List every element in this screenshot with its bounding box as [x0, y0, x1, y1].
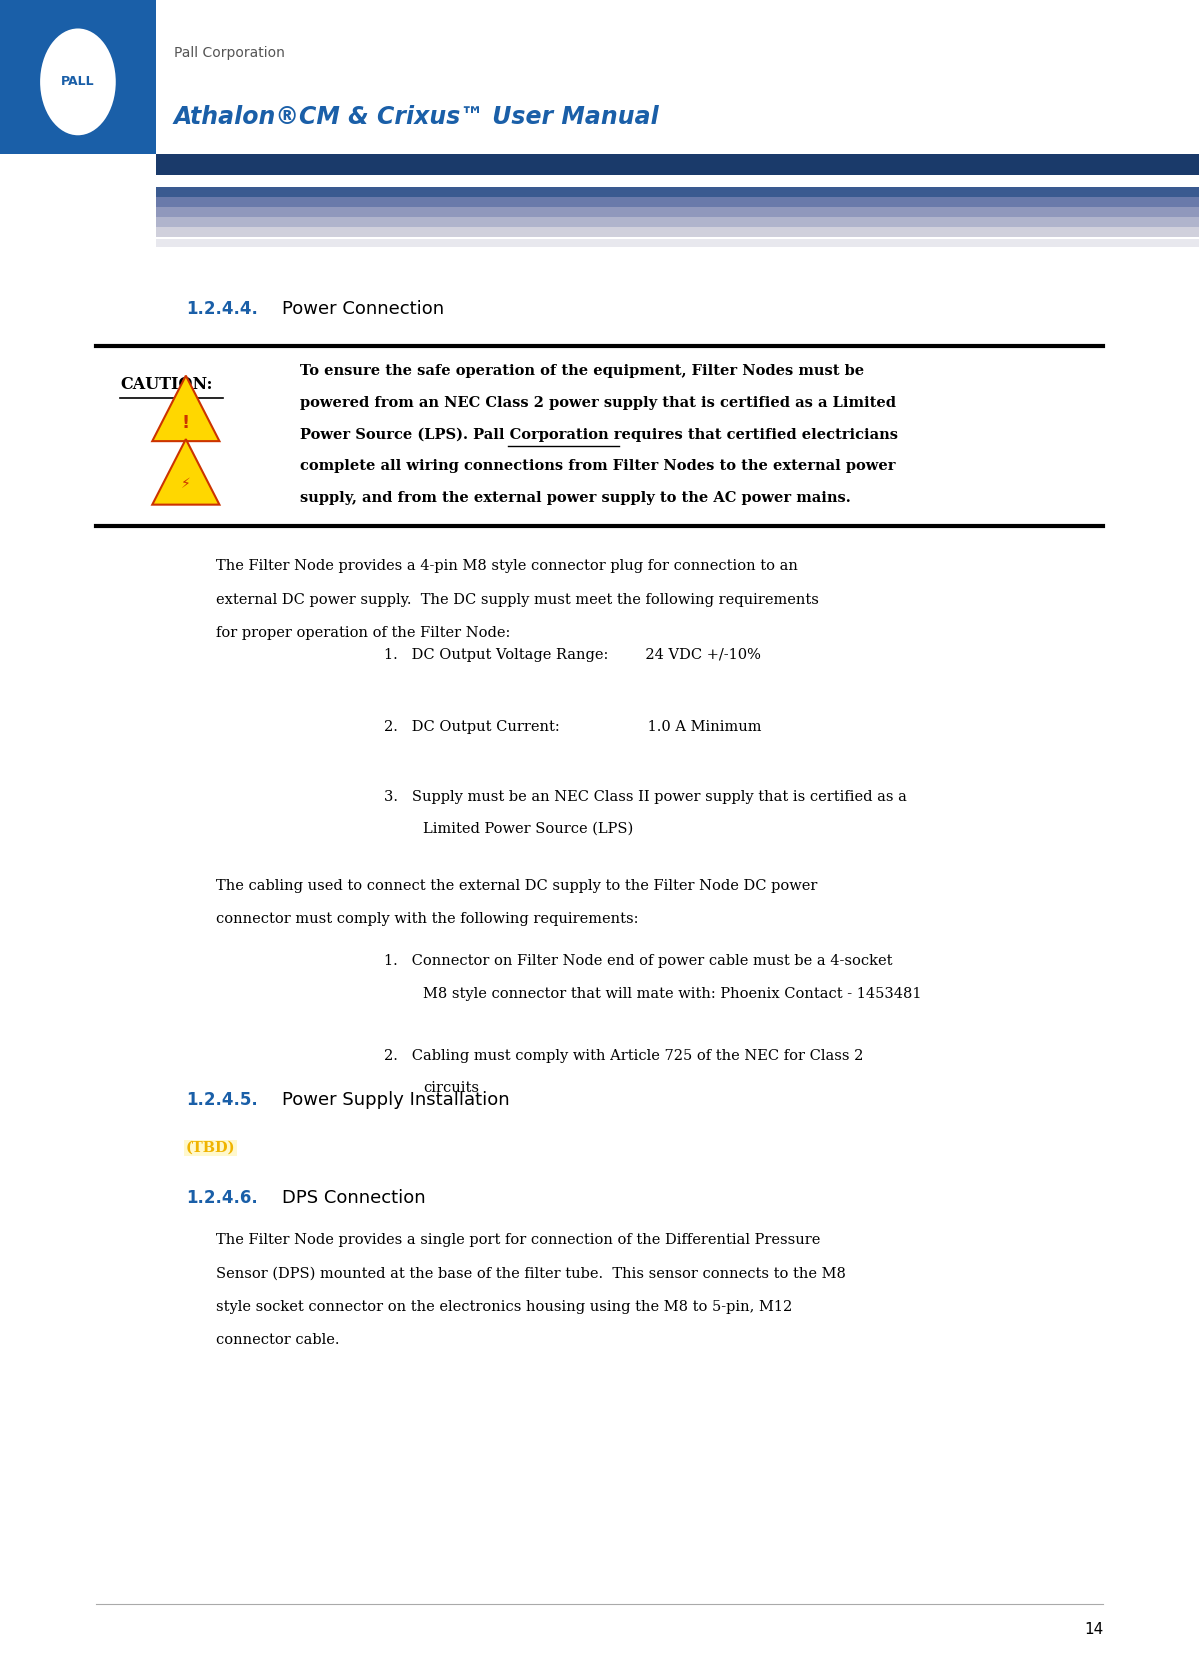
- Text: Athalon®CM & Crixus™ User Manual: Athalon®CM & Crixus™ User Manual: [174, 105, 659, 129]
- FancyBboxPatch shape: [156, 197, 1199, 207]
- Text: (TBD): (TBD): [186, 1141, 235, 1155]
- Text: connector must comply with the following requirements:: connector must comply with the following…: [216, 912, 638, 926]
- Text: style socket connector on the electronics housing using the M8 to 5-pin, M12: style socket connector on the electronic…: [216, 1300, 793, 1313]
- Text: connector cable.: connector cable.: [216, 1333, 339, 1347]
- Text: for proper operation of the Filter Node:: for proper operation of the Filter Node:: [216, 627, 511, 640]
- Text: Sensor (DPS) mounted at the base of the filter tube.  This sensor connects to th: Sensor (DPS) mounted at the base of the …: [216, 1267, 845, 1280]
- Text: circuits: circuits: [423, 1081, 480, 1095]
- Text: !: !: [182, 414, 189, 431]
- Text: ⚡: ⚡: [181, 478, 191, 491]
- Text: The cabling used to connect the external DC supply to the Filter Node DC power: The cabling used to connect the external…: [216, 879, 818, 892]
- Text: supply, and from the external power supply to the AC power mains.: supply, and from the external power supp…: [300, 491, 850, 505]
- FancyBboxPatch shape: [156, 227, 1199, 237]
- FancyBboxPatch shape: [0, 0, 156, 154]
- Text: 1.   DC Output Voltage Range:        24 VDC +/-10%: 1. DC Output Voltage Range: 24 VDC +/-10…: [384, 648, 760, 662]
- Text: CAUTION:: CAUTION:: [120, 376, 212, 393]
- Text: 2.   DC Output Current:                   1.0 A Minimum: 2. DC Output Current: 1.0 A Minimum: [384, 720, 761, 734]
- FancyBboxPatch shape: [156, 154, 1199, 175]
- Text: 1.   Connector on Filter Node end of power cable must be a 4-socket: 1. Connector on Filter Node end of power…: [384, 954, 892, 968]
- Text: M8 style connector that will mate with: Phoenix Contact - 1453481: M8 style connector that will mate with: …: [423, 988, 922, 1001]
- Text: 2.   Cabling must comply with Article 725 of the NEC for Class 2: 2. Cabling must comply with Article 725 …: [384, 1049, 863, 1063]
- FancyBboxPatch shape: [156, 217, 1199, 227]
- Text: 1.2.4.6.: 1.2.4.6.: [186, 1190, 258, 1206]
- Text: The Filter Node provides a single port for connection of the Differential Pressu: The Filter Node provides a single port f…: [216, 1233, 820, 1247]
- Polygon shape: [152, 439, 219, 505]
- Text: PALL: PALL: [61, 75, 95, 89]
- Text: complete all wiring connections from Filter Nodes to the external power: complete all wiring connections from Fil…: [300, 460, 896, 473]
- Text: Power Supply Installation: Power Supply Installation: [282, 1091, 510, 1108]
- Text: external DC power supply.  The DC supply must meet the following requirements: external DC power supply. The DC supply …: [216, 593, 819, 607]
- Polygon shape: [152, 376, 219, 441]
- FancyBboxPatch shape: [156, 0, 1199, 154]
- FancyBboxPatch shape: [156, 239, 1199, 247]
- Text: The Filter Node provides a 4-pin M8 style connector plug for connection to an: The Filter Node provides a 4-pin M8 styl…: [216, 560, 797, 573]
- Circle shape: [38, 27, 118, 137]
- Text: 1.2.4.4.: 1.2.4.4.: [186, 301, 258, 317]
- Text: Limited Power Source (LPS): Limited Power Source (LPS): [423, 822, 633, 836]
- Text: 14: 14: [1084, 1623, 1103, 1636]
- Text: 1.2.4.5.: 1.2.4.5.: [186, 1091, 258, 1108]
- FancyBboxPatch shape: [156, 187, 1199, 197]
- Text: 3.   Supply must be an NEC Class II power supply that is certified as a: 3. Supply must be an NEC Class II power …: [384, 790, 906, 804]
- FancyBboxPatch shape: [156, 207, 1199, 217]
- Text: powered from an NEC Class 2 power supply that is certified as a Limited: powered from an NEC Class 2 power supply…: [300, 396, 896, 409]
- Text: Power Connection: Power Connection: [282, 301, 444, 317]
- Text: To ensure the safe operation of the equipment, Filter Nodes must be: To ensure the safe operation of the equi…: [300, 364, 863, 378]
- Text: Power Source (LPS). Pall Corporation requires that certified electricians: Power Source (LPS). Pall Corporation req…: [300, 428, 898, 441]
- Text: Pall Corporation: Pall Corporation: [174, 47, 284, 60]
- Text: DPS Connection: DPS Connection: [282, 1190, 426, 1206]
